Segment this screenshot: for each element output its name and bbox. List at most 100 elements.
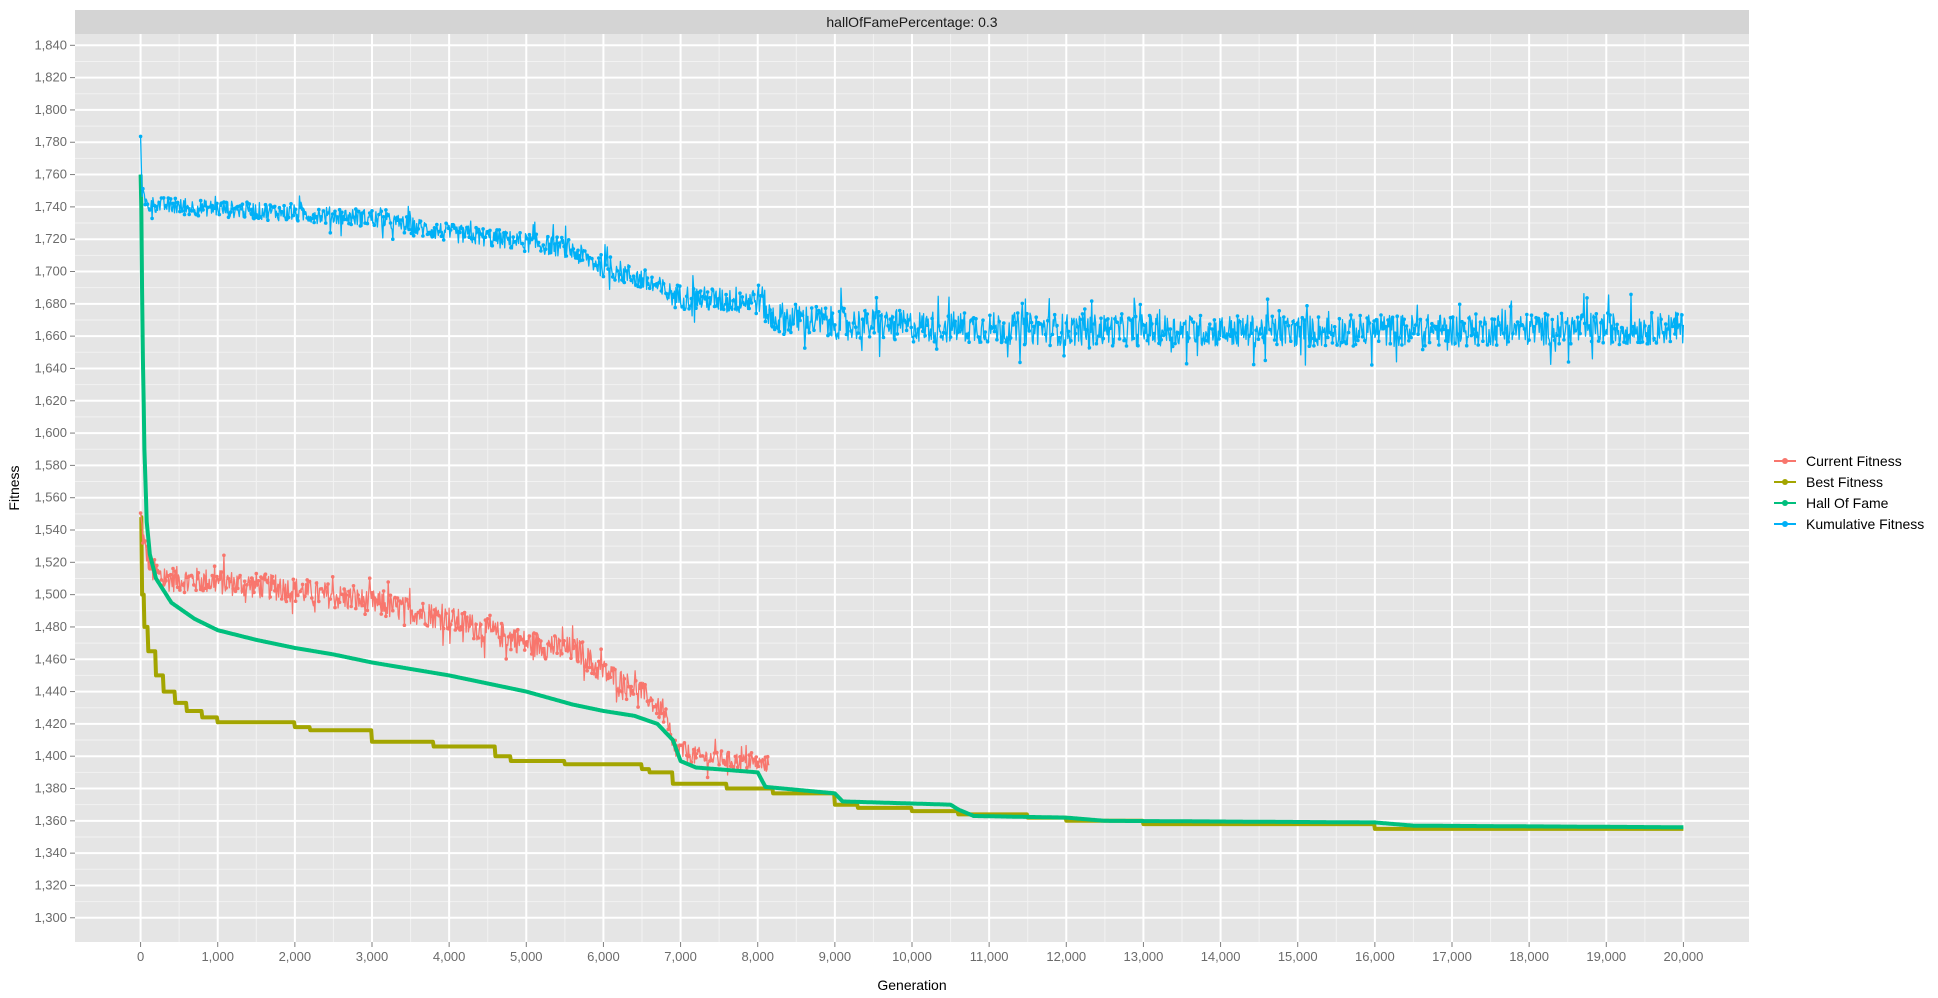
series-point (631, 692, 636, 696)
series-point (1258, 332, 1263, 336)
series-point (185, 205, 189, 210)
series-point (1076, 325, 1080, 329)
series-point (1488, 339, 1492, 343)
series-point (180, 582, 184, 587)
series-point (809, 306, 814, 310)
series-point (210, 573, 215, 578)
series-point (516, 236, 520, 240)
series-point (1494, 343, 1499, 347)
series-point (321, 209, 326, 213)
series-point (664, 707, 668, 711)
series-point (548, 250, 552, 255)
series-point (196, 213, 201, 218)
series-point (1467, 316, 1471, 320)
series-point (326, 211, 330, 215)
facet-strip: hallOfFamePercentage: 0.3 (75, 10, 1749, 34)
series-point (481, 638, 485, 643)
series-point (1187, 336, 1191, 340)
series-point (560, 651, 564, 656)
series-point (796, 309, 800, 314)
series-point (1022, 342, 1027, 347)
series-point (476, 227, 481, 232)
series-point (761, 294, 765, 299)
series-point (960, 319, 964, 323)
series-point (247, 202, 252, 206)
series-point (483, 235, 488, 239)
series-point (340, 210, 344, 215)
series-point (1263, 358, 1268, 363)
series-point (1474, 312, 1478, 316)
series-point (351, 584, 356, 588)
series-best-fitness (139, 515, 1685, 831)
series-point (386, 580, 391, 584)
series-point (710, 758, 714, 763)
series-point (1513, 324, 1518, 328)
series-point (488, 613, 492, 618)
series-point (1476, 343, 1480, 347)
series-point (479, 622, 483, 627)
series-point (631, 274, 636, 279)
series-point (1420, 347, 1425, 352)
series-point (641, 685, 645, 690)
series-point (1383, 324, 1388, 329)
series-point (1423, 344, 1427, 348)
series-point (853, 325, 858, 330)
series-point (1562, 338, 1566, 342)
series-point (1231, 328, 1235, 332)
series-point (509, 245, 513, 250)
x-tick-label: 4,000 (433, 949, 466, 964)
series-point (212, 206, 217, 210)
y-tick-label: 1,400 (34, 748, 67, 763)
series-point (833, 323, 837, 327)
series-point (1358, 313, 1362, 318)
series-point (830, 311, 835, 316)
series-point (1589, 339, 1594, 344)
series-point (201, 588, 205, 593)
series-point (807, 330, 812, 335)
series-point (1451, 315, 1455, 319)
series-point (715, 750, 719, 755)
series-point (1402, 317, 1406, 322)
series-point (872, 331, 876, 335)
series-point (300, 207, 305, 211)
series-point (1585, 296, 1589, 300)
series-point (601, 274, 606, 279)
series-point (916, 327, 920, 331)
series-point (270, 574, 275, 579)
series-point (620, 278, 624, 282)
series-point (715, 304, 719, 308)
series-point (749, 301, 754, 305)
series-point (157, 200, 161, 205)
series-point (164, 578, 168, 583)
series-point (321, 590, 326, 594)
series-point (439, 234, 444, 239)
series-point (400, 218, 404, 222)
series-point (499, 239, 504, 244)
series-point (312, 600, 316, 605)
series-point (1457, 302, 1462, 307)
series-point (1062, 354, 1066, 358)
series-point (1284, 320, 1288, 325)
series-point (175, 200, 180, 205)
series-point (904, 328, 909, 333)
series-point (138, 134, 143, 139)
series-point (402, 230, 407, 235)
series-point (842, 306, 846, 311)
series-point (143, 539, 147, 543)
series-point (708, 296, 712, 300)
legend: Current Fitness Best Fitness Hall Of Fame K… (1774, 453, 1924, 532)
x-tick-label: 14,000 (1201, 949, 1241, 964)
series-point (1164, 332, 1168, 336)
series-point (462, 610, 467, 615)
series-point (240, 202, 245, 206)
series-point (1034, 315, 1038, 320)
series-point (703, 297, 708, 301)
series-point (1538, 322, 1543, 327)
series-point (407, 227, 411, 232)
series-point (786, 328, 791, 332)
series-point (446, 627, 451, 631)
series-point (564, 254, 569, 258)
series-point (388, 593, 393, 598)
y-tick-label: 1,560 (34, 490, 67, 505)
series-point (622, 677, 627, 681)
